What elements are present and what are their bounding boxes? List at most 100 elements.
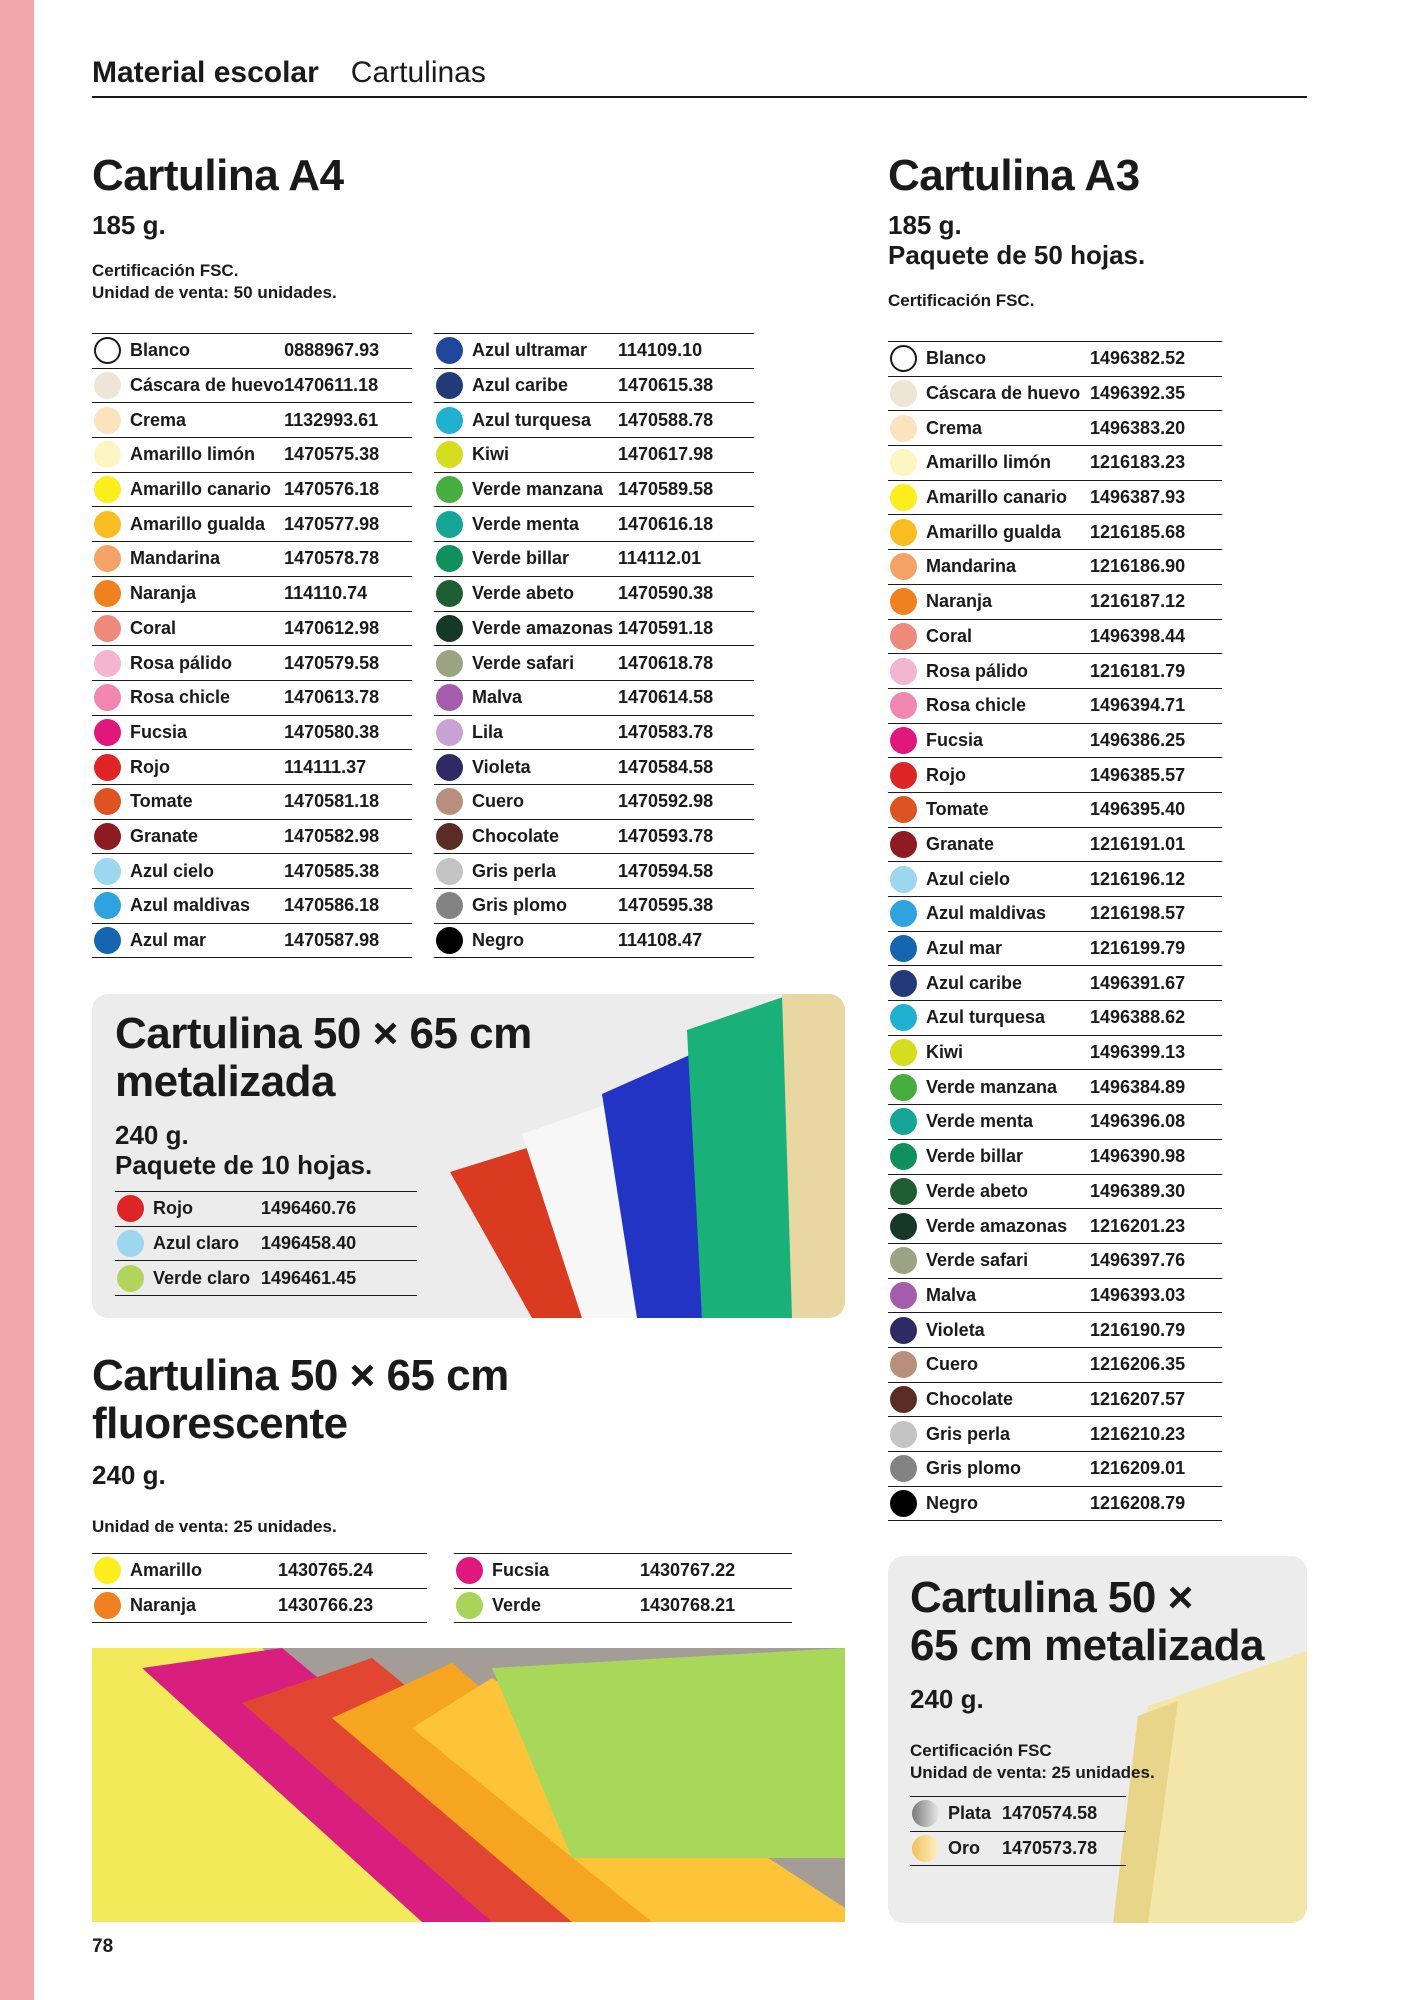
color-name: Plata [948, 1796, 1002, 1832]
swatch-cell [888, 341, 926, 377]
product-code: 1430768.21 [640, 1587, 792, 1624]
swatch-cell [92, 367, 130, 403]
color-row: Azul cielo 1470585.38 [92, 853, 412, 889]
side-color-bar [0, 0, 34, 2000]
color-name: Chocolate [472, 818, 618, 854]
color-swatch [94, 337, 121, 365]
metal-weight: 240 g. [115, 1120, 189, 1150]
product-code: 1216201.23 [1090, 1208, 1222, 1244]
metal-title-line2: metalizada [115, 1057, 335, 1106]
color-row: Amarillo limón 1216183.23 [888, 445, 1222, 481]
color-name: Gris plomo [926, 1451, 1090, 1487]
color-row: Azul caribe 1470615.38 [434, 367, 754, 403]
color-name: Amarillo canario [926, 479, 1090, 515]
color-row: Verde amazonas 1470591.18 [434, 610, 754, 646]
color-swatch [890, 692, 917, 720]
color-swatch [436, 822, 463, 850]
swatch-cell [92, 1587, 130, 1624]
swatch-cell [434, 818, 472, 854]
color-row: Mandarina 1470578.78 [92, 541, 412, 577]
swatch-cell [888, 410, 926, 446]
product-code: 1470617.98 [618, 437, 754, 473]
color-swatch [890, 588, 917, 616]
color-name: Fucsia [492, 1553, 640, 1589]
color-name: Verde menta [472, 506, 618, 542]
color-swatch [94, 580, 121, 608]
color-row: Violeta 1470584.58 [434, 749, 754, 785]
color-name: Verde billar [926, 1138, 1090, 1174]
product-code: 1470586.18 [284, 888, 412, 924]
swatch-cell [115, 1191, 153, 1227]
fluor-weight: 240 g. [92, 1460, 166, 1490]
swatch-cell [888, 1208, 926, 1244]
color-swatch [890, 935, 917, 963]
product-code: 1216210.23 [1090, 1416, 1222, 1452]
swatch-cell [454, 1553, 492, 1589]
swatch-cell [888, 1277, 926, 1313]
swatch-cell [92, 783, 130, 820]
color-row: Amarillo canario 1470576.18 [92, 471, 412, 507]
swatch-cell [888, 1069, 926, 1105]
color-name: Azul cielo [130, 853, 285, 889]
product-code: 1496393.03 [1090, 1277, 1222, 1313]
color-row: Negro 114108.47 [434, 922, 754, 959]
metal2-note-unit: Unidad de venta: 25 unidades. [910, 1763, 1155, 1782]
color-row: Rojo 1496460.76 [115, 1191, 417, 1227]
color-name: Azul ultramar [472, 333, 618, 369]
a4-color-table-1: Blanco 0888967.93 Cáscara de huevo 1470611.… [92, 333, 412, 959]
color-name: Verde safari [472, 645, 618, 681]
product-code: 1216190.79 [1090, 1312, 1222, 1348]
color-row: Verde safari 1496397.76 [888, 1242, 1222, 1279]
swatch-cell [92, 853, 130, 889]
color-swatch [890, 657, 917, 685]
color-swatch [436, 476, 463, 504]
color-name: Azul caribe [472, 367, 618, 403]
swatch-cell [434, 714, 472, 750]
color-row: Coral 1470612.98 [92, 610, 412, 646]
color-row: Cáscara de huevo 1470611.18 [92, 367, 412, 403]
color-row: Blanco 0888967.93 [92, 333, 412, 369]
product-code: 1470584.58 [618, 749, 754, 785]
color-name: Mandarina [926, 549, 1090, 585]
product-code: 1216209.01 [1090, 1451, 1222, 1487]
fluor-color-table-2: Fucsia 1430767.22 Verde 1430768.21 [454, 1553, 792, 1624]
swatch-cell [92, 679, 130, 716]
color-row: Chocolate 1216207.57 [888, 1381, 1222, 1417]
product-code: 1496382.52 [1090, 341, 1222, 377]
product-code: 1216199.79 [1090, 930, 1222, 966]
color-name: Verde manzana [472, 471, 618, 507]
color-name: Cuero [472, 783, 618, 820]
color-row: Azul ultramar 114109.10 [434, 333, 754, 369]
color-swatch [890, 1420, 917, 1448]
color-row: Verde 1430768.21 [454, 1587, 792, 1624]
product-code: 1216187.12 [1090, 583, 1222, 619]
product-code: 1470594.58 [618, 853, 754, 889]
swatch-cell [434, 506, 472, 542]
color-name: Azul maldivas [926, 896, 1090, 932]
product-code: 1470573.78 [1002, 1830, 1126, 1867]
color-swatch [890, 1212, 917, 1240]
product-code: 114109.10 [618, 333, 754, 369]
color-name: Cuero [926, 1346, 1090, 1383]
swatch-cell [888, 1173, 926, 1209]
color-name: Negro [926, 1485, 1090, 1522]
color-swatch [94, 788, 121, 816]
product-code: 1496399.13 [1090, 1034, 1222, 1070]
color-name: Crema [130, 402, 285, 438]
swatch-cell [434, 679, 472, 716]
fluor-title-line2: fluorescente [92, 1399, 348, 1448]
page-header: Material escolar Cartulinas [92, 52, 1307, 98]
color-row: Rosa pálido 1216181.79 [888, 653, 1222, 689]
color-swatch [890, 1143, 917, 1171]
color-name: Amarillo canario [130, 471, 285, 507]
color-swatch [436, 718, 463, 746]
color-swatch [94, 753, 121, 781]
product-code: 1470590.38 [618, 575, 754, 611]
color-name: Oro [948, 1830, 1002, 1867]
color-name: Azul maldivas [130, 888, 285, 924]
swatch-cell [434, 437, 472, 473]
color-row: Negro 1216208.79 [888, 1485, 1222, 1522]
a3-heading: Cartulina A3 185 g. Paquete de 50 hojas.… [888, 152, 1145, 312]
swatch-cell [888, 1416, 926, 1452]
color-swatch [890, 345, 917, 373]
